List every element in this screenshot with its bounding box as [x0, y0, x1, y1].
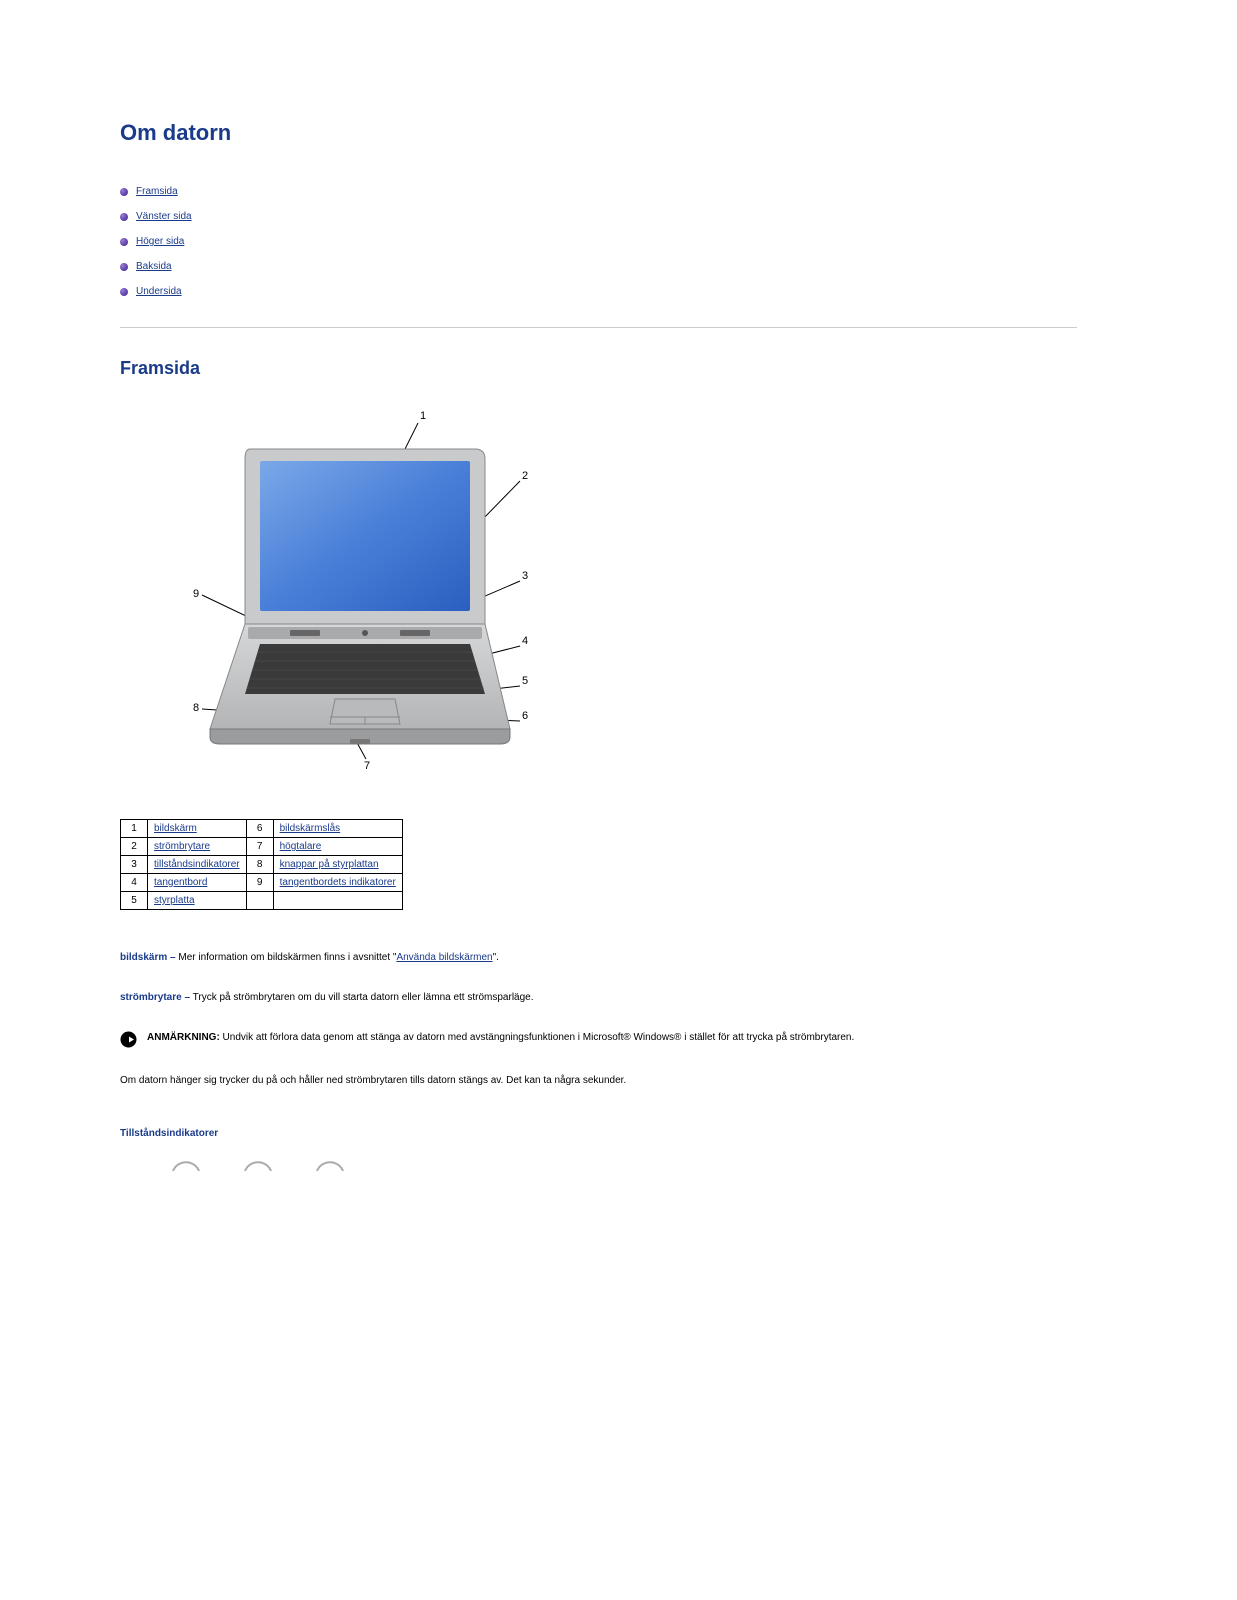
part-link-strombrytare[interactable]: strömbrytare — [154, 841, 210, 852]
part-link-hogtalare[interactable]: högtalare — [280, 841, 322, 852]
cell-num: 6 — [246, 820, 273, 838]
[interactable]: bildskärmslås — [280, 823, 341, 834]
page-title: Om datorn — [120, 120, 1077, 146]
indicator-icon — [170, 1159, 202, 1171]
bullet-icon — [120, 213, 128, 221]
para-hanger: Om datorn hänger sig trycker du på och h… — [120, 1073, 1077, 1088]
part-link-tangentbord[interactable]: tangentbord — [154, 877, 207, 888]
term-strombrytare: strömbrytare – — [120, 992, 190, 1003]
callout-3-label: 3 — [522, 570, 528, 582]
def-bildskarm-post: ". — [493, 952, 499, 963]
cell-num: 8 — [246, 856, 273, 874]
note-label: ANMÄRKNING: — [147, 1032, 220, 1043]
callout-4-label: 4 — [522, 635, 528, 647]
table-row: 1 bildskärm 6 bildskärmslås — [121, 820, 403, 838]
def-strombrytare-text: Tryck på strömbrytaren om du vill starta… — [190, 992, 533, 1003]
callout-2-label: 2 — [522, 470, 528, 482]
cell-empty — [273, 892, 402, 910]
indicator-row — [170, 1159, 1077, 1171]
nav-link-hoger[interactable]: Höger sida — [136, 236, 184, 247]
callout-9-label: 9 — [193, 588, 199, 600]
part-link-tangentind[interactable]: tangentbordets indikatorer — [280, 877, 396, 888]
cell-num: 1 — [121, 820, 148, 838]
def-strombrytare: strömbrytare – Tryck på strömbrytaren om… — [120, 990, 1077, 1005]
def-bildskarm: bildskärm – Mer information om bildskärm… — [120, 950, 1077, 965]
cell-num: 2 — [121, 838, 148, 856]
callout-8-label: 8 — [193, 702, 199, 714]
nav-item-baksida: Baksida — [120, 261, 1077, 272]
cell-num: 3 — [121, 856, 148, 874]
cell-num: 4 — [121, 874, 148, 892]
laptop-base — [210, 624, 510, 744]
cell-num: 5 — [121, 892, 148, 910]
table-row: 2 strömbrytare 7 högtalare — [121, 838, 403, 856]
link-anvanda-bildskarmen[interactable]: Använda bildskärmen — [396, 952, 492, 963]
parts-table: 1 bildskärm 6 bildskärmslås 2 strömbryta… — [120, 819, 403, 910]
part-link-tillstand[interactable]: tillståndsindikatorer — [154, 859, 240, 870]
laptop-lid — [245, 449, 485, 624]
nav-item-undersida: Undersida — [120, 286, 1077, 297]
table-row: 4 tangentbord 9 tangentbordets indikator… — [121, 874, 403, 892]
indicator-icon — [314, 1159, 346, 1171]
note-block: ANMÄRKNING: Undvik att förlora data geno… — [120, 1030, 1077, 1048]
part-link-bildskarm[interactable]: bildskärm — [154, 823, 197, 834]
part-link-styrplatta[interactable]: styrplatta — [154, 895, 195, 906]
callout-6-label: 6 — [522, 710, 528, 722]
note-body: Undvik att förlora data genom att stänga… — [220, 1032, 854, 1043]
nav-item-hoger: Höger sida — [120, 236, 1077, 247]
nav-link-vanster[interactable]: Vänster sida — [136, 211, 192, 222]
nav-item-framsida: Framsida — [120, 186, 1077, 197]
nav-link-undersida[interactable]: Undersida — [136, 286, 182, 297]
table-row: 3 tillståndsindikatorer 8 knappar på sty… — [121, 856, 403, 874]
cell-num: 9 — [246, 874, 273, 892]
part-link-knappar[interactable]: knappar på styrplattan — [280, 859, 379, 870]
callout-1-label: 1 — [420, 410, 426, 422]
bullet-icon — [120, 263, 128, 271]
cell-num: 7 — [246, 838, 273, 856]
notice-arrow-icon — [120, 1031, 137, 1048]
table-row: 5 styrplatta — [121, 892, 403, 910]
indicator-icon — [242, 1159, 274, 1171]
subheading-tillstand: Tillståndsindikatorer — [120, 1128, 1077, 1139]
callout-5-label: 5 — [522, 675, 528, 687]
term-bildskarm: bildskärm – — [120, 952, 176, 963]
section-title-framsida: Framsida — [120, 358, 1077, 379]
nav-link-framsida[interactable]: Framsida — [136, 186, 178, 197]
cell-num — [246, 892, 273, 910]
bullet-icon — [120, 188, 128, 196]
nav-item-vanster: Vänster sida — [120, 211, 1077, 222]
nav-list: Framsida Vänster sida Höger sida Baksida… — [120, 186, 1077, 297]
callout-7-label: 7 — [364, 760, 370, 772]
laptop-front-diagram: 1 2 3 4 5 6 7 8 9 — [140, 399, 560, 779]
divider — [120, 327, 1077, 328]
nav-link-baksida[interactable]: Baksida — [136, 261, 172, 272]
bullet-icon — [120, 288, 128, 296]
note-text: ANMÄRKNING: Undvik att förlora data geno… — [147, 1030, 854, 1045]
bullet-icon — [120, 238, 128, 246]
def-bildskarm-pre: Mer information om bildskärmen finns i a… — [176, 952, 397, 963]
